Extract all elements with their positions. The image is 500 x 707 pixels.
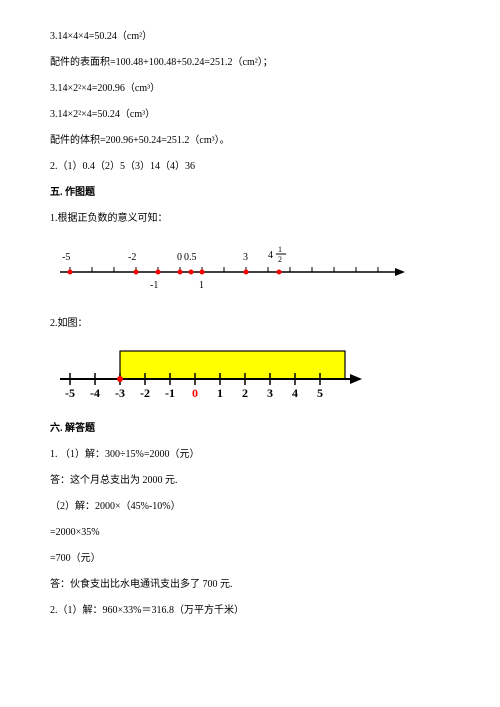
- q6-2-1: 2.（1）解：960×33%＝316.8（万平方千米）: [50, 604, 450, 618]
- section-5-heading: 五. 作图题: [50, 186, 450, 200]
- number-line-svg-2: -5 -4 -3 -2 -1 0 1 2 3 4 5: [50, 343, 370, 403]
- calc-line-5: 配件的体积=200.96+50.24=251.2（cm³）。: [50, 134, 450, 148]
- svg-text:4: 4: [292, 386, 298, 400]
- svg-text:3: 3: [243, 252, 248, 263]
- svg-text:3: 3: [267, 386, 273, 400]
- svg-text:2: 2: [242, 386, 248, 400]
- q6-1-2c: =700（元）: [50, 552, 450, 566]
- calc-line-1: 3.14×4×4=50.24（cm²）: [50, 30, 450, 44]
- svg-text:-5: -5: [62, 252, 70, 263]
- q6-1-1: 1. （1）解：300÷15%=2000（元）: [50, 448, 450, 462]
- svg-text:-2: -2: [128, 252, 136, 263]
- svg-text:1: 1: [199, 280, 204, 291]
- section-6-heading: 六. 解答题: [50, 422, 450, 436]
- svg-text:2: 2: [278, 255, 282, 264]
- q6-1-2ans: 答：伙食支出比水电通讯支出多了 700 元.: [50, 578, 450, 592]
- q5-2-text: 2.如图：: [50, 317, 450, 331]
- figure-number-line-2: -5 -4 -3 -2 -1 0 1 2 3 4 5: [50, 343, 450, 408]
- calc-line-4: 3.14×2²×4=50.24（cm³）: [50, 108, 450, 122]
- figure-number-line-1: -5-2-100.513412: [50, 238, 450, 303]
- svg-text:1: 1: [278, 245, 282, 254]
- number-line-svg-1: -5-2-100.513412: [50, 238, 410, 298]
- svg-text:4: 4: [268, 250, 273, 261]
- q6-1-ans: 答：这个月总支出为 2000 元.: [50, 474, 450, 488]
- svg-text:5: 5: [317, 386, 323, 400]
- svg-text:0: 0: [192, 386, 198, 400]
- q6-1-2: （2）解：2000×（45%-10%）: [50, 500, 450, 514]
- calc-line-2: 配件的表面积=100.48+100.48+50.24=251.2（cm²）；: [50, 56, 450, 70]
- svg-text:-5: -5: [65, 386, 75, 400]
- svg-text:-1: -1: [165, 386, 175, 400]
- answer-line-2: 2.（1）0.4（2）5（3）14（4）36: [50, 160, 450, 174]
- svg-text:-1: -1: [150, 280, 158, 291]
- svg-text:-4: -4: [90, 386, 100, 400]
- svg-text:1: 1: [217, 386, 223, 400]
- q6-1-2b: =2000×35%: [50, 526, 450, 540]
- svg-text:-2: -2: [140, 386, 150, 400]
- svg-text:0: 0: [177, 252, 182, 263]
- calc-line-3: 3.14×2²×4=200.96（cm³）: [50, 82, 450, 96]
- svg-text:0.5: 0.5: [184, 252, 197, 263]
- page-content: 3.14×4×4=50.24（cm²） 配件的表面积=100.48+100.48…: [0, 0, 500, 660]
- svg-text:-3: -3: [115, 386, 125, 400]
- q5-1-text: 1.根据正负数的意义可知：: [50, 212, 450, 226]
